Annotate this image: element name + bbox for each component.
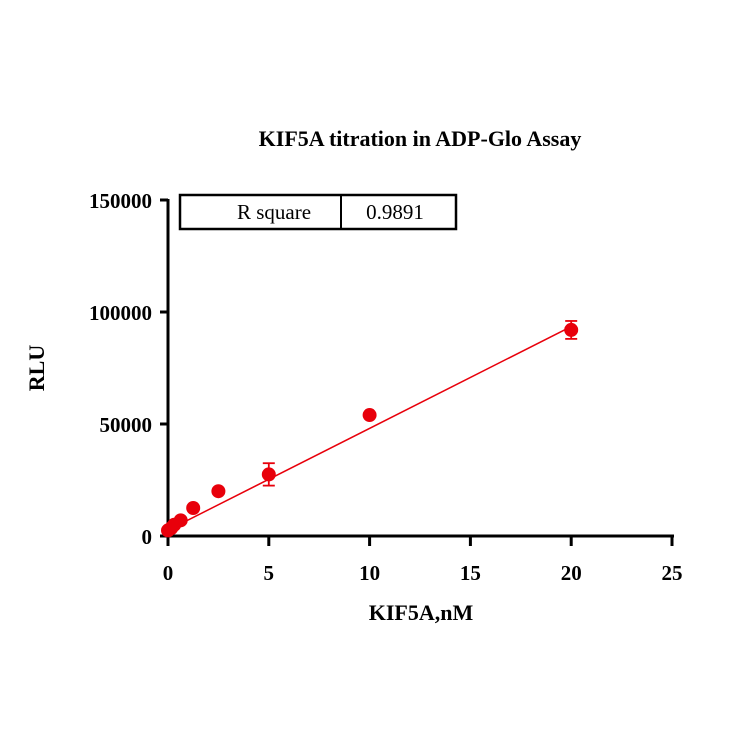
data-point: [173, 513, 188, 528]
data-point: [211, 484, 226, 499]
x-tick-label: 20: [561, 561, 582, 585]
x-axis-label: KIF5A,nM: [369, 600, 474, 625]
r-square-value: 0.9891: [366, 200, 424, 224]
y-tick-group: 0 50000 100000 150000: [89, 189, 168, 549]
r-square-table: R square 0.9891: [178, 193, 458, 231]
data-point-marker: [186, 501, 201, 515]
x-tick-label: 25: [662, 561, 683, 585]
data-point-marker: [211, 484, 226, 499]
data-point: [362, 408, 377, 423]
y-tick-label: 100000: [89, 301, 152, 325]
y-tick-label: 0: [142, 525, 153, 549]
data-point-marker: [564, 322, 579, 337]
x-tick-label: 5: [264, 561, 275, 585]
data-point-marker: [362, 408, 377, 423]
fit-line-group: [167, 325, 572, 531]
data-point: [186, 501, 201, 515]
data-point-marker: [173, 513, 188, 528]
chart-title: KIF5A titration in ADP-Glo Assay: [259, 126, 582, 151]
y-tick-label: 50000: [100, 413, 153, 437]
r-square-table-border: [178, 193, 458, 231]
y-tick-label: 150000: [89, 189, 152, 213]
x-tick-label: 15: [460, 561, 481, 585]
fit-line: [167, 325, 572, 531]
r-square-label: R square: [237, 200, 311, 224]
data-point-marker: [261, 467, 276, 482]
x-tick-label: 10: [359, 561, 380, 585]
x-tick-label: 0: [163, 561, 174, 585]
data-point: [261, 462, 276, 487]
y-axis-label: RLU: [24, 345, 49, 392]
x-tick-group: 0 5 10 15 20 25: [163, 536, 683, 585]
data-point: [564, 320, 579, 340]
data-points-group: [161, 320, 579, 538]
